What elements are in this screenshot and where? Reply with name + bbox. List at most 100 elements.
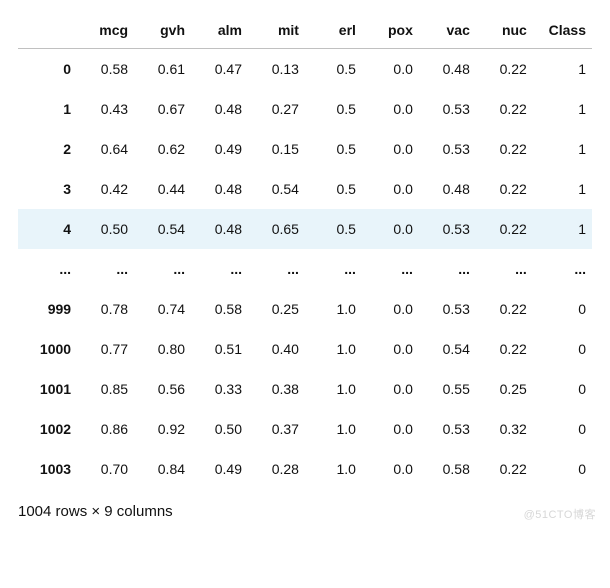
row-index: 2	[18, 129, 77, 169]
cell: 0.58	[77, 49, 134, 90]
cell: 0.92	[134, 409, 191, 449]
cell: 0.22	[476, 89, 533, 129]
col-header: pox	[362, 12, 419, 49]
row-index: 1003	[18, 449, 77, 489]
cell: 0.27	[248, 89, 305, 129]
cell: 0	[533, 409, 592, 449]
cell: 0.0	[362, 369, 419, 409]
cell: 1.0	[305, 329, 362, 369]
table-row: 9990.780.740.580.251.00.00.530.220	[18, 289, 592, 329]
col-header: vac	[419, 12, 476, 49]
table-row: 10030.700.840.490.281.00.00.580.220	[18, 449, 592, 489]
cell: 0.37	[248, 409, 305, 449]
table-row: 10000.770.800.510.401.00.00.540.220	[18, 329, 592, 369]
cell: 0.85	[77, 369, 134, 409]
table-row: ..............................	[18, 249, 592, 289]
col-header: alm	[191, 12, 248, 49]
cell: 0.49	[191, 129, 248, 169]
cell: 0.53	[419, 129, 476, 169]
cell: 1.0	[305, 369, 362, 409]
cell: 0.28	[248, 449, 305, 489]
cell: 0.13	[248, 49, 305, 90]
cell: 0	[533, 329, 592, 369]
cell: 0.49	[191, 449, 248, 489]
cell: 0.65	[248, 209, 305, 249]
cell: ...	[362, 249, 419, 289]
cell: 0.0	[362, 449, 419, 489]
cell: 0.48	[191, 89, 248, 129]
cell: 0.54	[419, 329, 476, 369]
table-row: 20.640.620.490.150.50.00.530.221	[18, 129, 592, 169]
cell: 0.62	[134, 129, 191, 169]
cell: 0.51	[191, 329, 248, 369]
table-row: 10010.850.560.330.381.00.00.550.250	[18, 369, 592, 409]
cell: 0.84	[134, 449, 191, 489]
cell: 0.0	[362, 49, 419, 90]
cell: 0.15	[248, 129, 305, 169]
cell: 0.50	[191, 409, 248, 449]
cell: 1	[533, 49, 592, 90]
cell: 0.50	[77, 209, 134, 249]
row-index: 1002	[18, 409, 77, 449]
cell: 0.38	[248, 369, 305, 409]
cell: 0.47	[191, 49, 248, 90]
cell: 0.0	[362, 409, 419, 449]
dataframe-table: mcg gvh alm mit erl pox vac nuc Class 00…	[18, 12, 592, 489]
col-header: erl	[305, 12, 362, 49]
col-header: nuc	[476, 12, 533, 49]
cell: 0.22	[476, 289, 533, 329]
row-index: 1001	[18, 369, 77, 409]
cell: 1	[533, 209, 592, 249]
header-row: mcg gvh alm mit erl pox vac nuc Class	[18, 12, 592, 49]
cell: 0.53	[419, 409, 476, 449]
cell: 0.48	[191, 209, 248, 249]
table-row: 30.420.440.480.540.50.00.480.221	[18, 169, 592, 209]
cell: 1.0	[305, 409, 362, 449]
cell: 1	[533, 129, 592, 169]
cell: 0.0	[362, 329, 419, 369]
cell: 0.74	[134, 289, 191, 329]
cell: 0.86	[77, 409, 134, 449]
table-row: 10020.860.920.500.371.00.00.530.320	[18, 409, 592, 449]
cell: ...	[134, 249, 191, 289]
row-index: 1	[18, 89, 77, 129]
cell: 0.48	[191, 169, 248, 209]
row-index: 999	[18, 289, 77, 329]
table-body: 00.580.610.470.130.50.00.480.22110.430.6…	[18, 49, 592, 490]
cell: 0.64	[77, 129, 134, 169]
cell: 0.32	[476, 409, 533, 449]
cell: 0.58	[191, 289, 248, 329]
cell: 0.61	[134, 49, 191, 90]
watermark: @51CTO博客	[524, 506, 596, 522]
table-row: 10.430.670.480.270.50.00.530.221	[18, 89, 592, 129]
row-index: 1000	[18, 329, 77, 369]
cell: 1	[533, 169, 592, 209]
cell: 1.0	[305, 289, 362, 329]
cell: 0.5	[305, 129, 362, 169]
cell: 0.67	[134, 89, 191, 129]
cell: ...	[77, 249, 134, 289]
shape-summary: 1004 rows × 9 columns	[18, 489, 592, 520]
cell: 0	[533, 369, 592, 409]
cell: 0.5	[305, 49, 362, 90]
cell: 0.5	[305, 209, 362, 249]
cell: ...	[476, 249, 533, 289]
cell: ...	[191, 249, 248, 289]
cell: 0.58	[419, 449, 476, 489]
cell: 0.80	[134, 329, 191, 369]
cell: 0.54	[248, 169, 305, 209]
cell: 0.0	[362, 289, 419, 329]
cell: 0.22	[476, 129, 533, 169]
cell: 0.54	[134, 209, 191, 249]
cell: 0.48	[419, 169, 476, 209]
cell: 0.0	[362, 169, 419, 209]
col-header: gvh	[134, 12, 191, 49]
cell: 0.48	[419, 49, 476, 90]
cell: 0.33	[191, 369, 248, 409]
col-header: mit	[248, 12, 305, 49]
cell: 0.5	[305, 169, 362, 209]
cell: 0	[533, 289, 592, 329]
cell: ...	[533, 249, 592, 289]
table-row: 00.580.610.470.130.50.00.480.221	[18, 49, 592, 90]
cell: ...	[248, 249, 305, 289]
